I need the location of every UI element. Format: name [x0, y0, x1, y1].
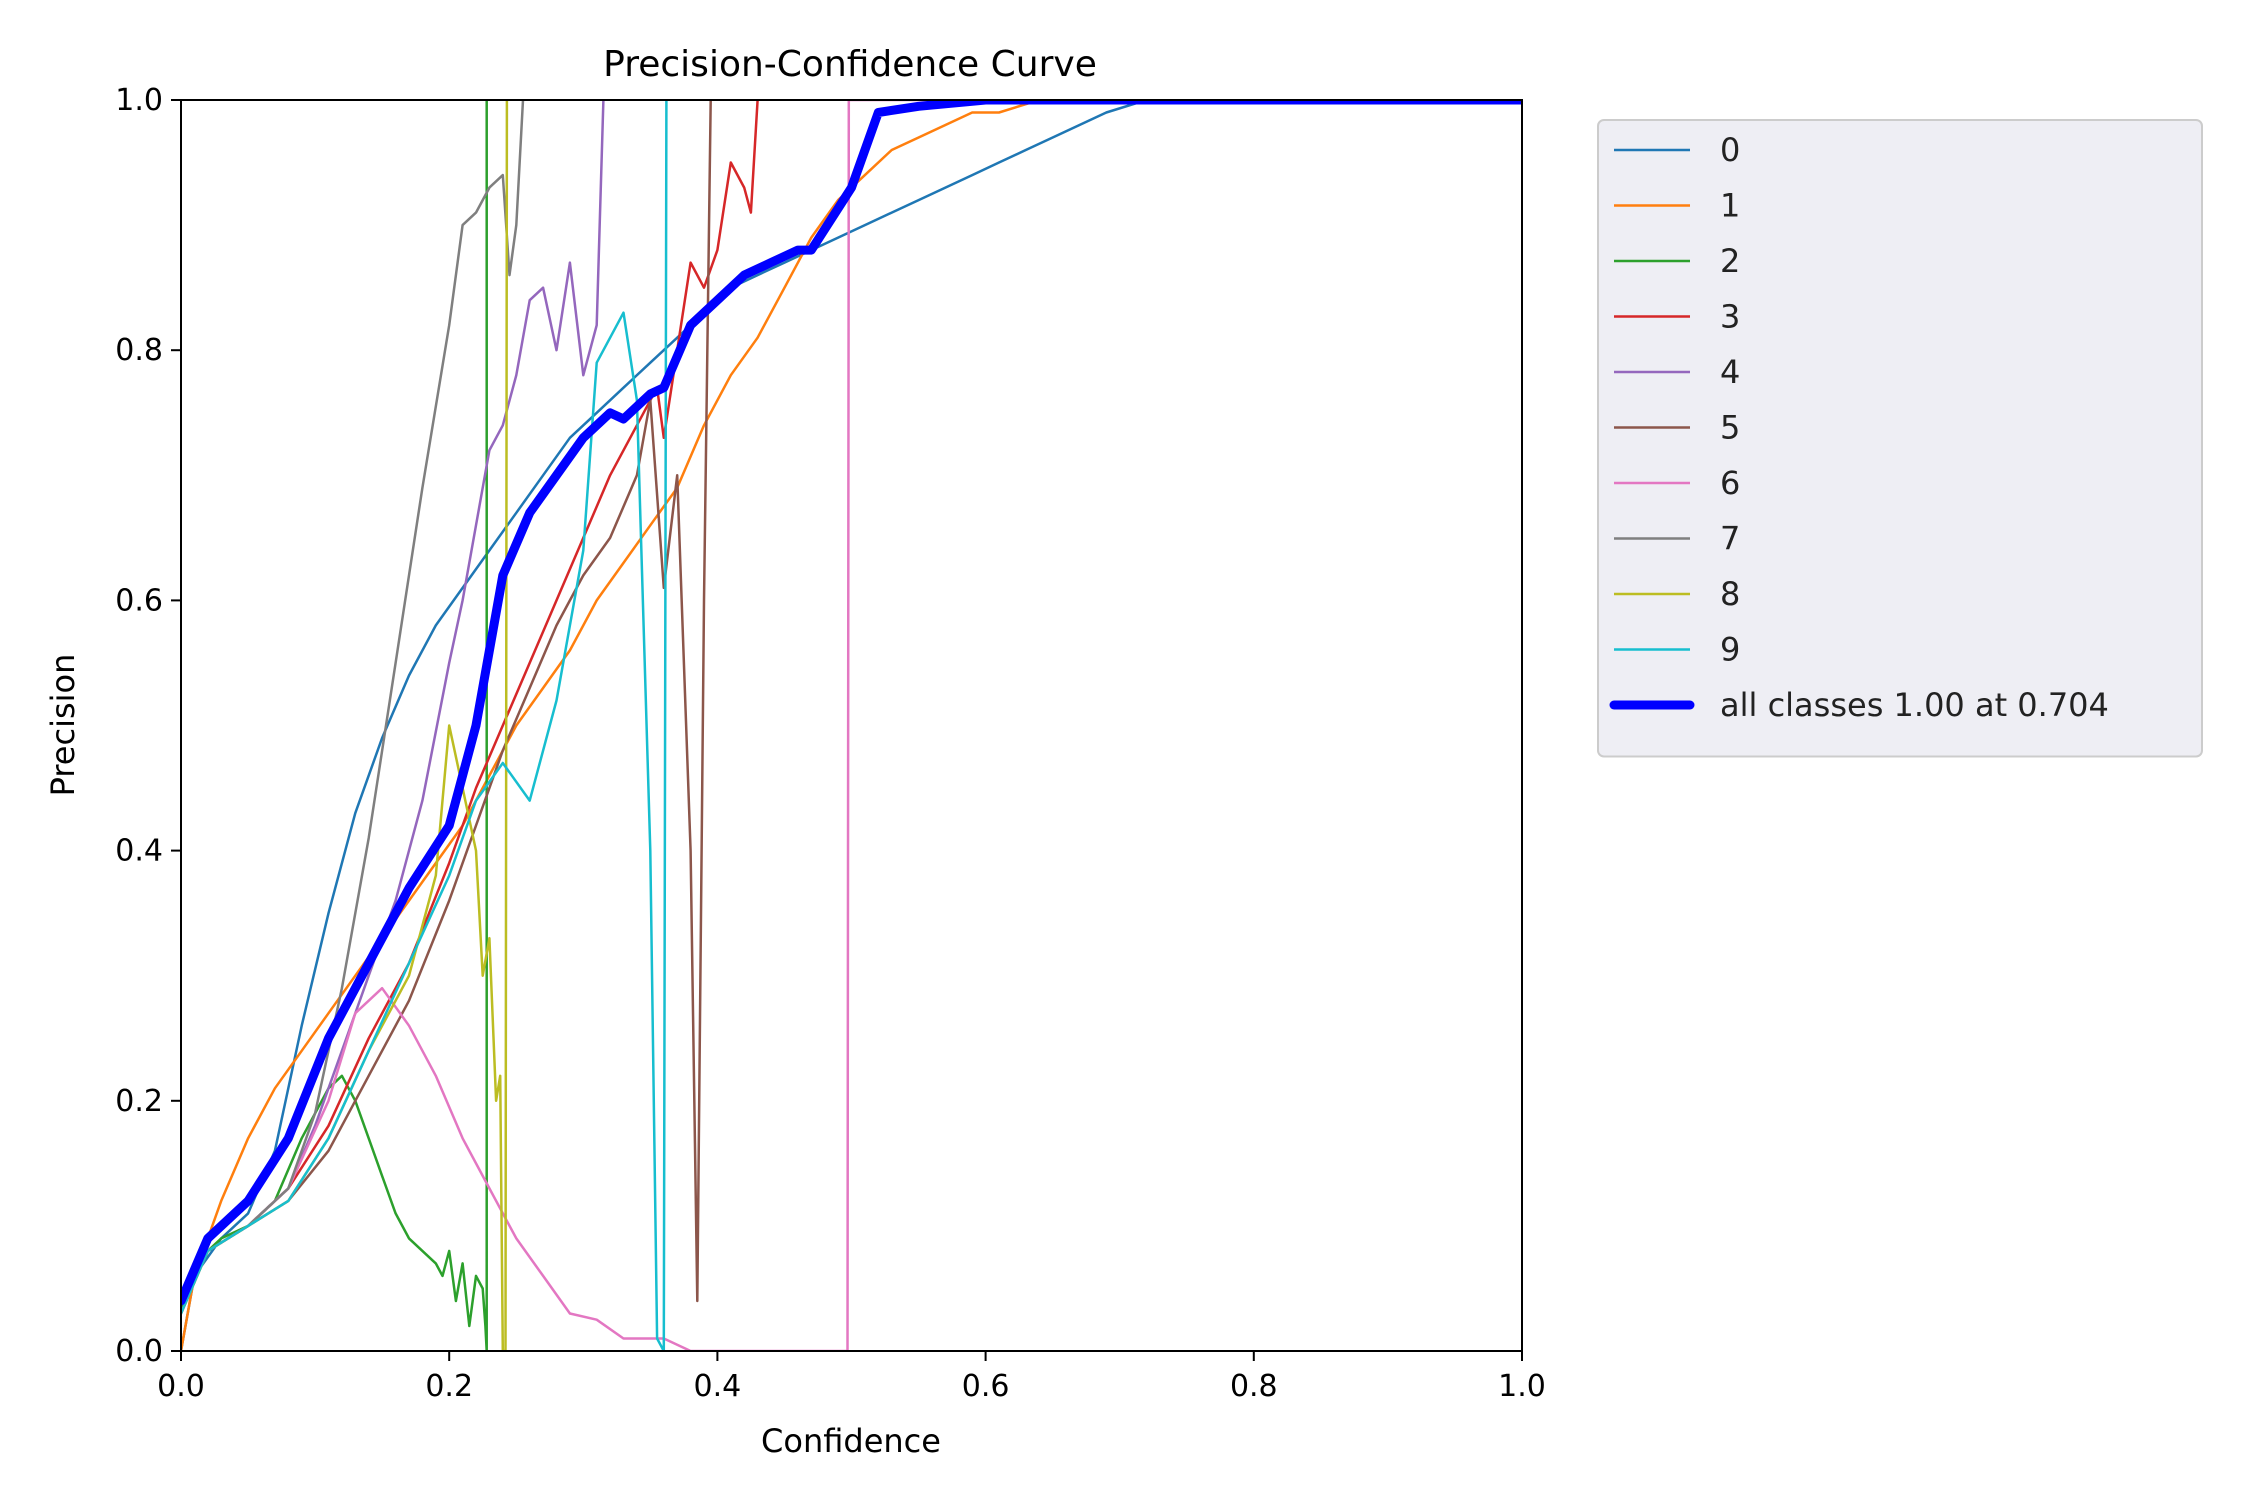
- series-line-6: [181, 100, 1522, 1351]
- series-layer: [181, 100, 1522, 1351]
- x-tick-label: 0.6: [962, 1369, 1010, 1404]
- x-axis-title: Confidence: [761, 1422, 941, 1460]
- legend-label: 9: [1720, 631, 1740, 669]
- legend-label: 0: [1720, 131, 1740, 169]
- legend: 0 1 2 3 4 5 6 7 8 9 all classes 1.00 at 0.704: [1597, 119, 2203, 758]
- y-axis: 0.0 0.2 0.4 0.6 0.8 1.0: [115, 83, 181, 1369]
- y-tick-label: 0.0: [115, 1334, 163, 1369]
- plot-frame: [180, 99, 1523, 1352]
- legend-label: 4: [1720, 353, 1740, 391]
- x-axis: 0.0 0.2 0.4 0.6 0.8 1.0: [157, 1351, 1546, 1404]
- series-line-9: [181, 100, 668, 1351]
- y-tick-label: 0.6: [115, 583, 163, 618]
- y-tick-label: 1.0: [115, 83, 163, 118]
- x-tick-label: 0.0: [157, 1369, 205, 1404]
- series-line-7: [181, 100, 525, 1315]
- legend-label: 5: [1720, 409, 1740, 447]
- y-tick-label: 0.4: [115, 834, 163, 869]
- legend-label: 6: [1720, 464, 1740, 502]
- legend-box: [1597, 119, 2203, 758]
- legend-label: 2: [1720, 242, 1740, 280]
- y-axis-title: Precision: [44, 654, 82, 797]
- x-tick-label: 0.8: [1230, 1369, 1278, 1404]
- x-tick-label: 1.0: [1498, 1369, 1546, 1404]
- chart-title: Precision-Confidence Curve: [603, 44, 1097, 85]
- series-line-1: [181, 100, 1522, 1351]
- x-tick-label: 0.4: [694, 1369, 742, 1404]
- series-line-all-classes: [181, 100, 1522, 1306]
- series-line-5: [181, 100, 712, 1315]
- legend-label: 8: [1720, 575, 1740, 613]
- y-tick-label: 0.8: [115, 333, 163, 368]
- legend-label: 3: [1720, 298, 1740, 336]
- legend-label: all classes 1.00 at 0.704: [1720, 686, 2109, 724]
- legend-label: 7: [1720, 520, 1740, 558]
- series-line-0: [181, 100, 1522, 1351]
- y-tick-label: 0.2: [115, 1084, 163, 1119]
- legend-label: 1: [1720, 187, 1740, 225]
- x-tick-label: 0.2: [425, 1369, 473, 1404]
